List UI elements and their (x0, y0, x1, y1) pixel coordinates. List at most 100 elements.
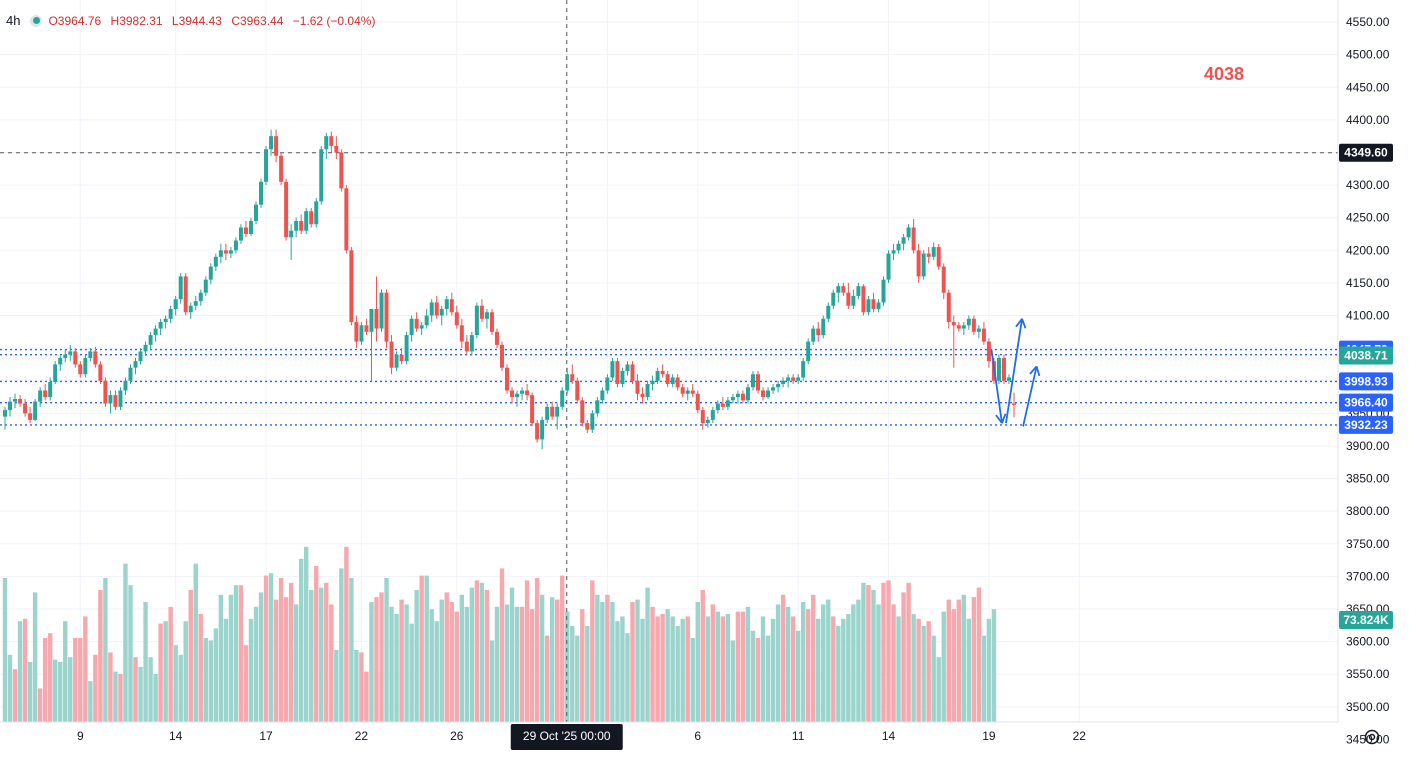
drawn-arrow[interactable] (1005, 318, 1027, 424)
candle-body (796, 377, 801, 381)
volume-bar (590, 580, 595, 722)
candle-body (439, 309, 444, 316)
volume-bar (494, 606, 500, 722)
drawn-arrow[interactable] (990, 349, 1007, 424)
volume-bar (63, 621, 68, 722)
volume-bar (278, 578, 284, 722)
candle-body (720, 403, 725, 407)
candle-body (494, 331, 499, 345)
candle-body (811, 328, 816, 342)
candle-body (379, 292, 384, 329)
volume-bar (384, 578, 389, 722)
candle-body (705, 419, 710, 424)
candle-body (299, 220, 304, 231)
volume-bar (374, 597, 379, 722)
volume-bar (153, 674, 158, 722)
volume-bar (248, 618, 254, 722)
volume-bar (555, 599, 560, 722)
candle-body (424, 315, 429, 326)
volume-bar (228, 594, 234, 722)
candle-body (851, 295, 856, 306)
volume-bar (474, 580, 480, 722)
candle-body (575, 380, 580, 401)
y-tick-label: 4550.00 (1346, 15, 1390, 29)
candle-body (369, 309, 374, 332)
candle-body (178, 276, 183, 300)
volume-bar (223, 618, 229, 722)
candle-body (971, 318, 976, 332)
price-annotation-text[interactable]: 4038 (1204, 64, 1245, 84)
candle-body (404, 335, 409, 362)
y-tick-label: 3700.00 (1346, 569, 1390, 583)
volume-bar (861, 582, 866, 722)
y-tick-label: 4250.00 (1346, 211, 1390, 225)
volume-bar (760, 616, 766, 722)
candle-body (961, 325, 966, 329)
candle-body (28, 413, 33, 420)
timeframe-label[interactable]: 4h (6, 13, 21, 28)
high-value: H3982.31 (110, 13, 163, 28)
volume-bar (795, 630, 801, 722)
x-tick-label: 14 (882, 729, 896, 743)
candle-body (766, 390, 771, 398)
volume-bar (856, 599, 861, 722)
candle-body (1001, 357, 1006, 381)
low-value: L3944.43 (171, 13, 222, 28)
arrow-shaft (1022, 366, 1038, 427)
volume-bar (379, 592, 384, 722)
candle-body (163, 318, 168, 323)
volume-bar (293, 604, 299, 722)
price-label: 3998.93 (1344, 374, 1388, 388)
candle-body (304, 211, 309, 231)
candle-body (113, 395, 118, 407)
volume-bar (2, 578, 8, 722)
candle-body (846, 292, 851, 306)
candle-body (284, 181, 289, 238)
candle-body (474, 305, 479, 336)
volume-bar (690, 638, 695, 722)
volume-bar (439, 599, 444, 722)
drawn-arrow[interactable] (1022, 365, 1041, 427)
volume-bar (37, 688, 43, 722)
candle-body (951, 322, 956, 326)
volume-bar (233, 585, 239, 722)
volume-bar (334, 650, 339, 722)
candle-body (515, 393, 520, 398)
volume-bar (283, 597, 289, 722)
volume-bar (846, 614, 851, 722)
candle-body (83, 357, 88, 375)
candle-body (489, 312, 494, 332)
candle-body (806, 341, 811, 362)
candle-body (756, 374, 760, 391)
candle-body (675, 377, 680, 388)
y-tick-label: 3550.00 (1346, 667, 1390, 681)
volume-bar (309, 590, 314, 722)
volume-bar (128, 585, 133, 722)
volume-bar (268, 573, 274, 722)
volume-bar (821, 604, 826, 722)
candle-body (223, 250, 228, 254)
candle-body (821, 318, 826, 336)
volume-bar (549, 597, 555, 722)
candle-body (269, 136, 274, 150)
volume-bar (78, 638, 83, 722)
volume-bar (866, 585, 871, 722)
volume-bar (956, 599, 961, 722)
candle-body (138, 351, 143, 362)
volume-bar (83, 616, 88, 722)
candle-body (314, 201, 319, 225)
volume-bar (369, 602, 374, 722)
candle-body (48, 382, 53, 398)
candle-body (324, 136, 329, 150)
volume-bar (419, 575, 424, 722)
candle-body (319, 149, 324, 202)
volume-bar (108, 652, 113, 722)
volume-bar (740, 611, 746, 722)
candle-body (354, 322, 359, 342)
settings-gear-icon[interactable] (1360, 726, 1384, 748)
candle-body (956, 325, 961, 329)
drawn-arrows[interactable] (990, 318, 1041, 427)
volume-bar (891, 604, 896, 722)
